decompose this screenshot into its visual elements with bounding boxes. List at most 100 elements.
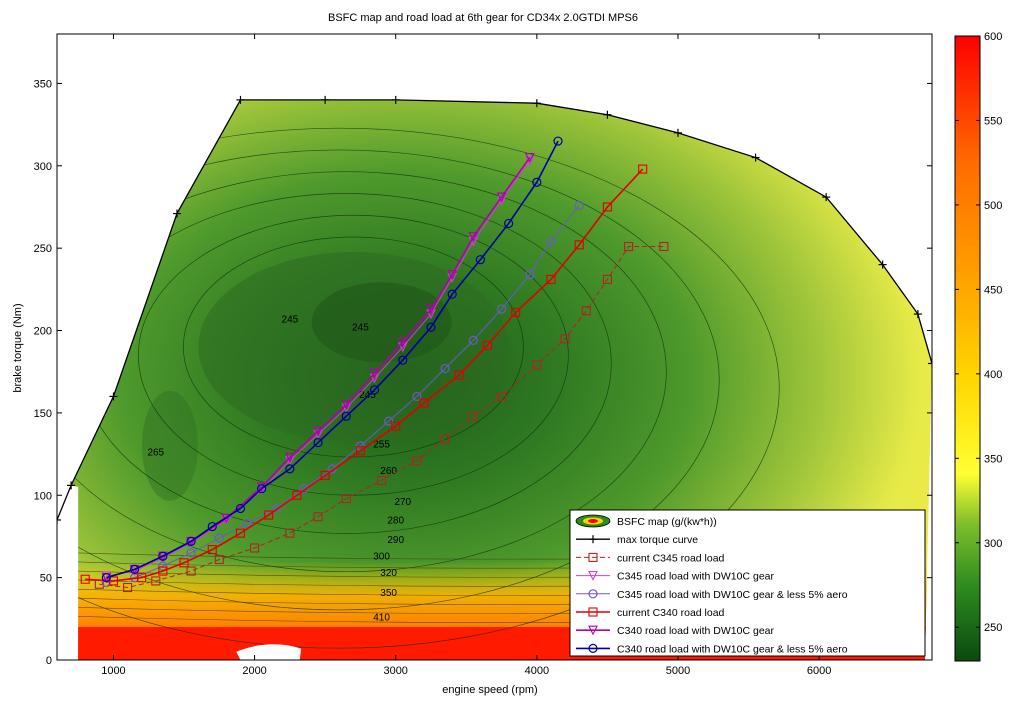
legend-label: C340 road load with DW10C gear	[617, 625, 775, 637]
bsfc-island-core	[311, 282, 452, 363]
legend-label: C345 road load with DW10C gear & less 5%…	[617, 589, 848, 601]
data-point	[242, 518, 253, 528]
data-point	[532, 177, 542, 187]
colorbar-tick-label: 550	[984, 115, 1002, 127]
data-point	[214, 533, 224, 543]
data-point	[397, 337, 408, 348]
data-point	[292, 490, 302, 500]
data-point	[285, 464, 295, 474]
data-point	[412, 391, 422, 402]
data-point	[80, 574, 90, 584]
colorbar-tick-label: 500	[984, 200, 1002, 212]
data-point	[391, 421, 401, 431]
data-point	[214, 554, 224, 565]
data-point	[440, 434, 450, 444]
data-point	[250, 543, 260, 553]
y-tick-label: 300	[34, 161, 52, 173]
data-point	[101, 571, 112, 582]
data-point	[574, 240, 584, 250]
data-point	[285, 528, 295, 538]
chart-title: BSFC map and road load at 6th gear for C…	[328, 12, 638, 24]
data-point	[313, 426, 323, 437]
data-point	[426, 322, 436, 332]
legend-label: C340 road load with DW10C gear & less 5%…	[617, 643, 848, 655]
data-point	[454, 370, 464, 380]
data-point	[327, 464, 337, 474]
contour-label: 290	[387, 535, 404, 546]
data-point	[496, 192, 507, 203]
legend-label: C345 road load with DW10C gear	[617, 571, 775, 583]
data-point	[101, 577, 111, 588]
data-point	[532, 360, 542, 370]
colorbar-fill	[954, 35, 981, 662]
data-point	[271, 503, 281, 514]
data-point	[341, 494, 351, 504]
data-point	[130, 564, 140, 574]
y-tick-label: 200	[34, 326, 52, 338]
contour-label: 245	[352, 323, 369, 334]
contour-label: 255	[373, 439, 390, 450]
data-point	[475, 255, 485, 265]
data-point	[355, 446, 365, 456]
y-axis-label: brake torque (Nm)	[12, 303, 24, 392]
data-point	[588, 589, 598, 599]
data-point	[158, 551, 168, 561]
data-point	[207, 545, 217, 555]
colorbar: 250 300 350 400 450 500 550 600	[954, 31, 1002, 662]
data-point	[158, 566, 168, 576]
legend-swatch	[588, 519, 598, 523]
data-point	[447, 269, 458, 280]
series-3	[101, 200, 584, 588]
series-6	[101, 136, 563, 583]
bsfc-gap	[236, 644, 302, 660]
data-point	[524, 153, 535, 163]
data-point	[574, 200, 584, 210]
data-point	[497, 391, 507, 401]
data-point	[602, 202, 612, 212]
x-tick-label: 4000	[525, 665, 549, 677]
data-point	[369, 368, 380, 379]
contour-label: 300	[373, 552, 390, 563]
data-point	[207, 521, 217, 532]
data-point	[560, 334, 570, 344]
data-point	[384, 416, 394, 426]
data-point	[468, 411, 478, 421]
data-point	[101, 573, 111, 583]
data-point	[313, 512, 323, 522]
legend-box	[569, 509, 926, 657]
contour-label: 320	[380, 568, 397, 579]
data-point	[257, 484, 267, 494]
colorbar-tick-label: 400	[984, 369, 1002, 381]
contour-label: 270	[394, 497, 411, 508]
data-point	[468, 232, 479, 242]
legend: BSFC map (g/(kw*h)) max torque curve curre…	[569, 509, 926, 657]
data-point	[186, 548, 196, 558]
data-point	[235, 503, 246, 514]
y-tick-label: 250	[34, 243, 52, 255]
contour-label: 350	[380, 588, 397, 599]
data-point	[412, 456, 422, 466]
contour-label: 280	[387, 515, 404, 526]
colorbar-tick-label: 600	[984, 31, 1002, 43]
y-tick-label: 50	[40, 573, 52, 585]
data-point	[186, 536, 196, 546]
x-tick-label: 1000	[101, 665, 125, 677]
colorbar-tick-label: 300	[984, 538, 1002, 550]
data-point	[151, 576, 161, 586]
x-axis-label: engine speed (rpm)	[442, 684, 537, 696]
data-point	[284, 452, 295, 463]
bsfc-contour	[71, 127, 780, 649]
colorbar-tick-label: 350	[984, 453, 1002, 465]
bsfc-contour	[71, 149, 720, 611]
series-4	[80, 164, 648, 586]
data-point	[504, 218, 514, 229]
data-point	[377, 475, 387, 485]
data-point	[341, 400, 352, 410]
data-point	[313, 437, 323, 448]
x-tick-label: 5000	[666, 665, 690, 677]
series-layer	[57, 95, 932, 593]
data-point	[186, 566, 196, 576]
series-0	[57, 95, 932, 524]
series-line	[99, 246, 664, 589]
